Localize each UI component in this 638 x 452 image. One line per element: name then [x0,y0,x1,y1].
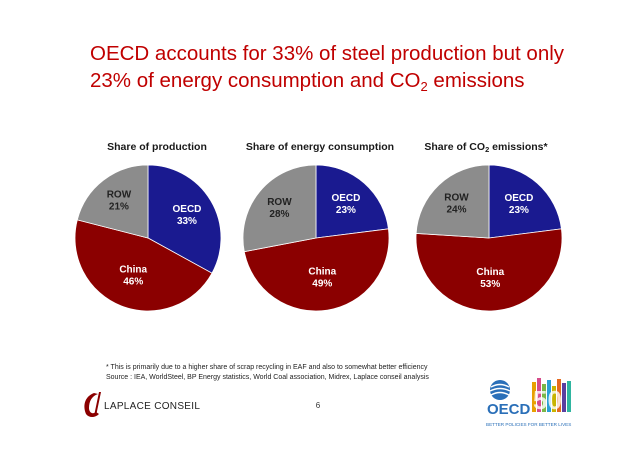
oecd-globe-icon [489,380,511,400]
pie-label-oecd: OECD [173,204,202,215]
pie-value-oecd: 33% [177,216,197,227]
laplace-logo [84,392,101,417]
pie-slice-china [243,228,390,312]
pie-slice-oecd [488,164,562,239]
pie-title-co2: Share of CO2 emissions* [424,141,548,154]
pie-slice-row [76,164,149,239]
pie-label-oecd: OECD [331,193,360,204]
pie-value-china: 53% [480,279,500,290]
source-note: Source : IEA, WorldSteel, BP Energy stat… [106,374,429,381]
laplace-mark-icon [84,393,99,417]
slide-title: OECD accounts for 33% of steel productio… [90,40,610,94]
pie-label-china: China [476,267,504,278]
pie-value-oecd: 23% [336,205,356,216]
slide-title-line2: 23% of energy consumption and CO2 emissi… [90,69,525,94]
oecd-anniversary-mark [532,378,571,412]
pie-value-china: 46% [123,276,143,287]
pie-value-row: 21% [109,202,129,213]
oecd-anniversary-number: 50 [533,385,562,415]
pie-value-china: 49% [312,279,332,290]
pie-title-production: Share of production [107,141,207,153]
pie-value-row: 24% [447,204,467,215]
laplace-logo-text: LAPLACE CONSEIL [104,401,201,412]
pie-slice-china [74,219,213,312]
pie-label-row: ROW [267,197,292,208]
pie-label-row: ROW [444,192,469,203]
oecd-logo-text: OECD [487,401,531,418]
footnotes: * This is primarily due to a higher shar… [106,363,429,383]
pie-slice-row [242,164,317,253]
laplace-mark-stroke-icon [94,392,101,416]
pie-value-oecd: 23% [509,205,529,216]
pie-label-china: China [119,264,147,275]
pie-label-china: China [308,267,336,278]
pie-label-row: ROW [107,190,132,201]
pie-slice-china [415,228,563,312]
oecd-tagline: BETTER POLICIES FOR BETTER LIVES [486,422,571,427]
pie-value-row: 28% [269,209,289,220]
pie-title-energy: Share of energy consumption [245,141,395,153]
pie-label-oecd: OECD [504,193,533,204]
page-number: 6 [315,401,321,410]
slide-title-line1: OECD accounts for 33% of steel productio… [90,42,565,65]
footnote: * This is primarily due to a higher shar… [106,364,428,371]
oecd-logo: OECD 50 BETTER POLICIES FOR BETTER LIVES [486,378,571,427]
pie-slice-row [415,164,490,239]
pie-slice-oecd [147,164,222,274]
pie-slice-oecd [315,164,389,239]
